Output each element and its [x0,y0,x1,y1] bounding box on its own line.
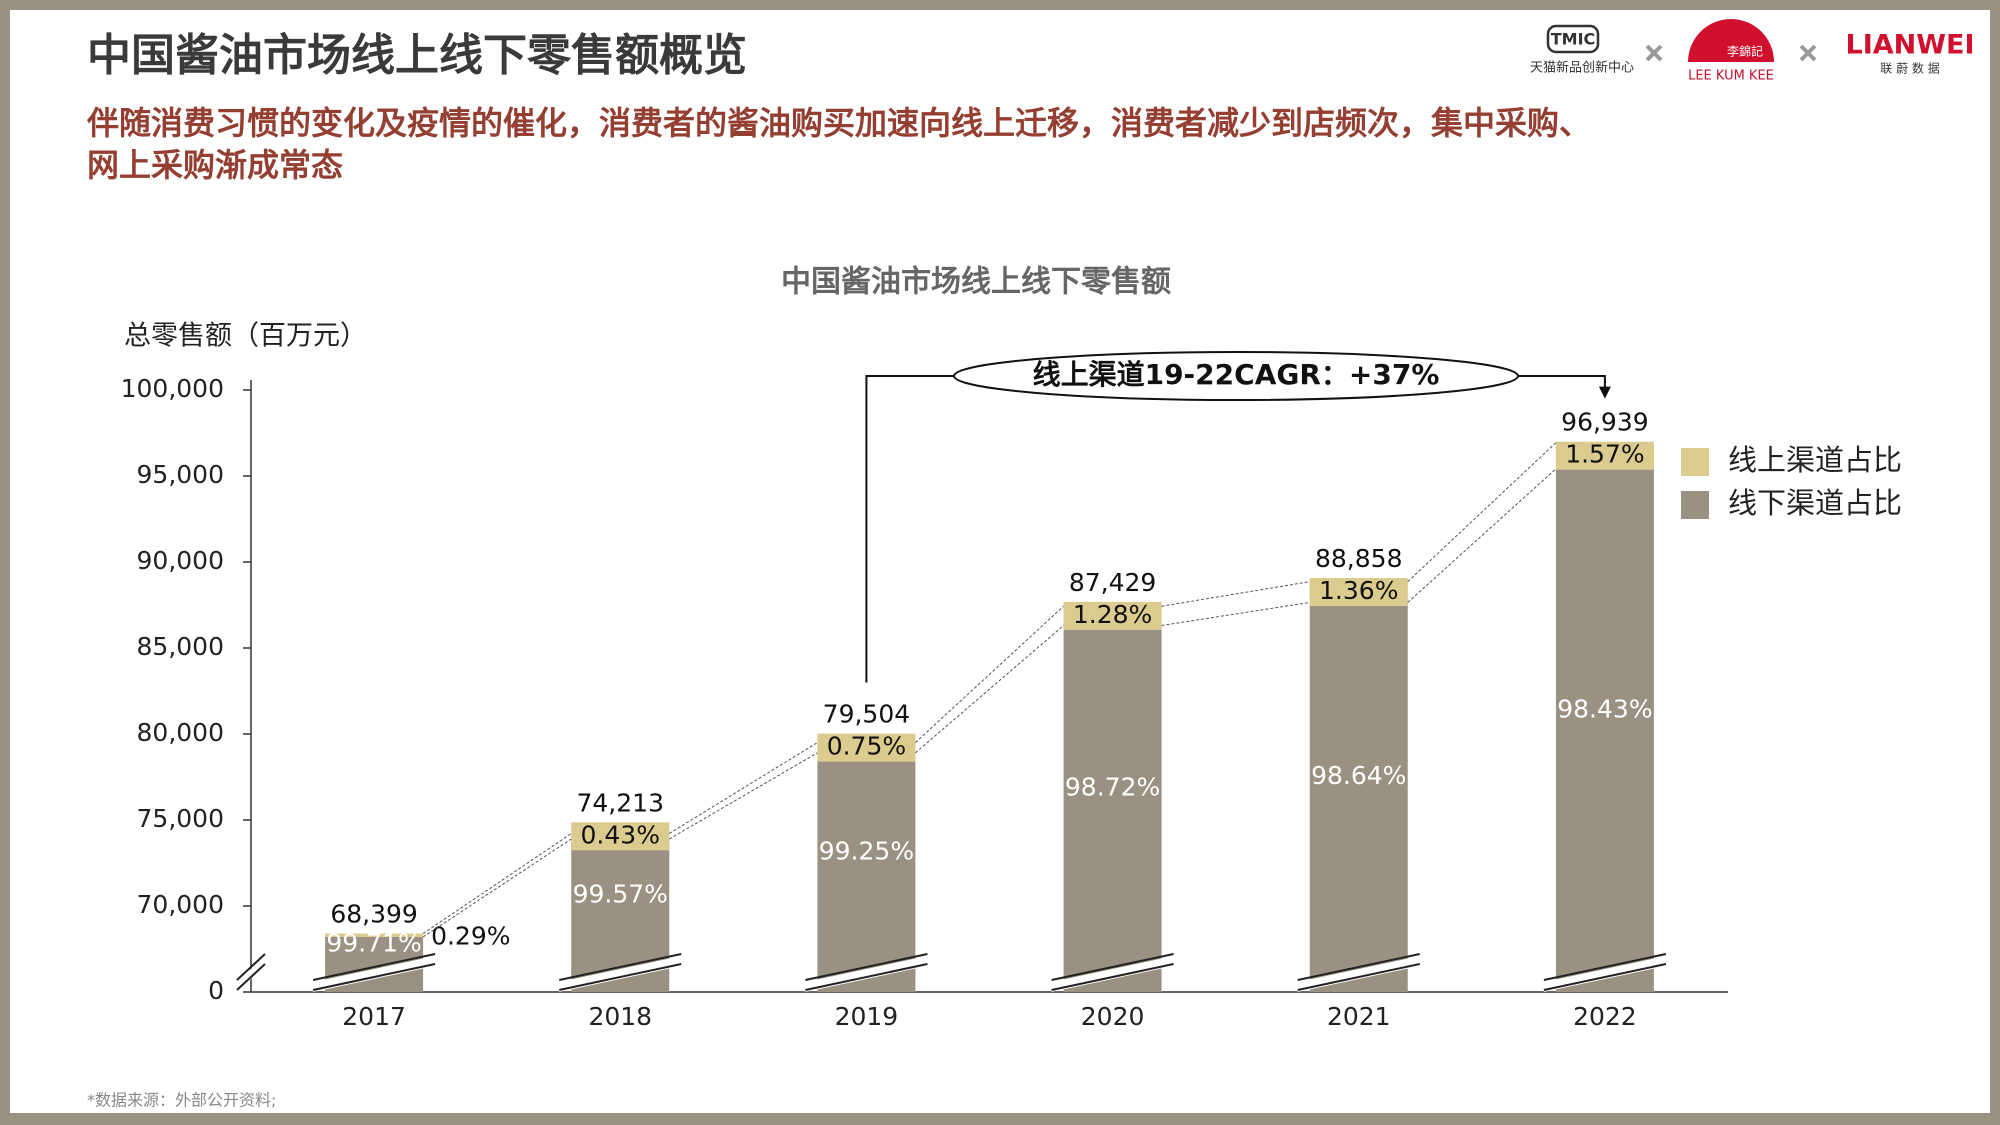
logo: LIANWEI [1845,30,1974,61]
axis-break [1297,953,1420,981]
y-tick-label: 75,000 [137,804,224,833]
total-label: 96,939 [1561,408,1648,437]
bar-segment [325,933,424,937]
x-tick-label: 2018 [588,1002,652,1031]
connector [1407,442,1557,583]
x-tick-label: 2017 [342,1002,406,1031]
x-tick-label: 2022 [1573,1002,1637,1031]
total-label: 74,213 [577,788,664,817]
total-label: 68,399 [330,900,417,929]
logo-caption: 联 蔚 数 据 [1880,61,1939,76]
bar-segment [1309,602,1408,992]
axis-break [236,953,266,981]
axis-break [312,953,436,981]
axis-break [559,953,682,981]
data-label: 99.71% [326,928,421,957]
y-tick-label: 0 [208,976,224,1005]
x-tick-label: 2019 [835,1002,899,1031]
logo-caption: 天猫新品创新中心 [1530,60,1634,76]
axis-break [559,963,682,991]
data-label: 99.57% [573,880,668,909]
logo: TMIC [1551,30,1596,49]
label-bg [1063,601,1162,630]
data-label: 98.43% [1557,694,1652,723]
page-title: 中国酱油市场线上线下零售额概览 [87,30,747,81]
data-label: 1.28% [1073,600,1152,629]
label-bg [571,822,670,851]
source-note: *数据来源：外部公开资料; [87,1091,276,1110]
plot: 0 70,000 75,000 80,000 85,000 90,000 95,000 100… [121,351,1902,1031]
axis-break [805,963,928,991]
axis-break [1051,963,1174,991]
total-label: 87,429 [1069,568,1156,597]
y-tick-label: 70,000 [137,890,224,919]
slide-bg [10,10,1990,1113]
label-bg [1555,441,1654,470]
subtitle: 网上采购渐成常态 [87,146,343,184]
axis-break [1543,963,1667,991]
data-label: 1.57% [1565,440,1644,469]
data-label: 98.64% [1311,761,1406,790]
data-label: 1.36% [1319,576,1398,605]
axis-break [1051,953,1174,981]
annotation-box [953,351,1519,401]
annotation-arrow [1598,386,1611,399]
connector [668,742,818,834]
logo: 李錦記 [1727,44,1763,59]
x-tick-label: 2020 [1081,1002,1145,1031]
label-bg [817,733,916,762]
data-label: 0.29% [431,922,510,951]
y-tick-label: 95,000 [137,460,224,489]
legend-swatch [1681,448,1709,476]
separator [1645,44,1817,62]
subtitle: 伴随消费习惯的变化及疫情的催化，消费者的酱油购买加速向线上迁移，消费者减少到店频… [86,104,1591,142]
y-tick-label: 90,000 [137,546,224,575]
chart-title: 中国酱油市场线上线下零售额 [781,265,1171,300]
legend-label: 线上渠道占比 [1728,443,1902,477]
axis-break [312,963,436,991]
connector [1161,581,1310,607]
connector [1407,468,1557,603]
label-bg [1309,578,1408,607]
y-axis-label: 总零售额（百万元） [124,321,367,352]
logo-frame [1546,24,1600,54]
data-label: 0.75% [827,732,906,761]
y-tick-label: 100,000 [121,374,224,403]
connector [915,605,1064,743]
total-label: 88,858 [1315,544,1402,573]
axis-break [236,963,266,991]
axis-break [805,953,928,981]
logo-caption: LEE KUM KEE [1688,69,1774,84]
data-label: 99.25% [819,836,914,865]
connector [668,752,818,840]
legend-swatch [1681,491,1709,519]
legend-label: 线下渠道占比 [1728,486,1902,520]
total-label: 79,504 [823,700,910,729]
y-tick-label: 80,000 [137,718,224,747]
annotation: 线上渠道19-22CAGR：+37% [1033,358,1440,391]
connector [915,625,1064,754]
y-tick-label: 85,000 [137,632,224,661]
axis-break [1297,963,1420,991]
data-label: 0.43% [581,820,660,849]
data-label: 98.72% [1065,773,1160,802]
logo-shape [1688,19,1774,62]
axis-break [1543,953,1667,981]
x-tick-label: 2021 [1327,1002,1391,1031]
bar-segment [1555,468,1654,992]
bar-segment [1063,625,1162,992]
bar-segment [817,752,916,992]
